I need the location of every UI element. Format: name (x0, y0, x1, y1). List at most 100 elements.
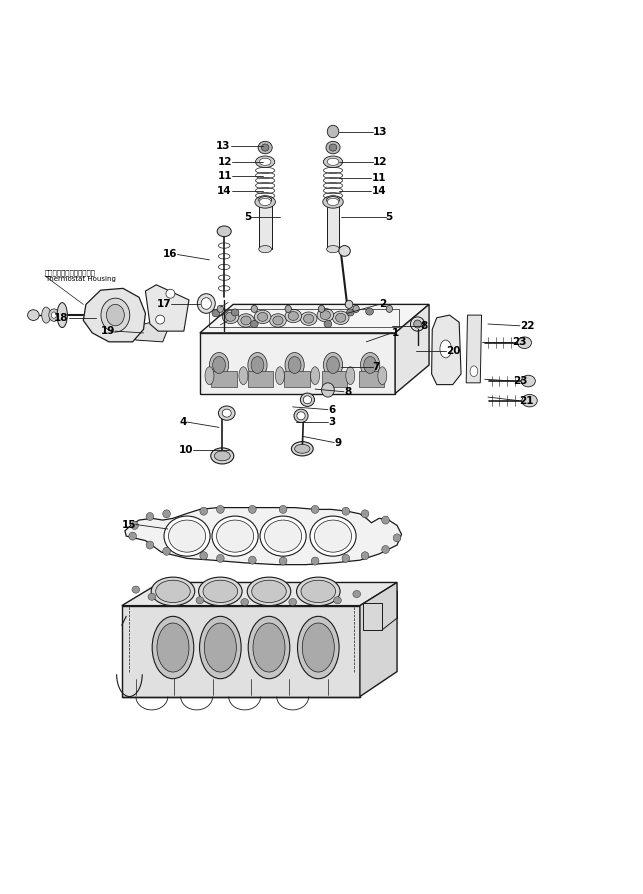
Ellipse shape (320, 310, 331, 319)
Ellipse shape (311, 557, 319, 565)
Text: 23: 23 (514, 376, 528, 386)
Ellipse shape (131, 521, 138, 529)
Text: サーモスタットハウジング: サーモスタットハウジング (45, 269, 96, 275)
Ellipse shape (217, 226, 231, 237)
Ellipse shape (196, 596, 204, 603)
Ellipse shape (342, 507, 350, 515)
Ellipse shape (301, 580, 336, 603)
Ellipse shape (199, 578, 242, 605)
Ellipse shape (250, 320, 258, 327)
Ellipse shape (345, 300, 353, 308)
Ellipse shape (332, 311, 349, 325)
Ellipse shape (339, 246, 350, 257)
Ellipse shape (238, 314, 254, 327)
Text: 2: 2 (379, 299, 386, 309)
Bar (284, 371, 310, 387)
Ellipse shape (222, 409, 231, 417)
Ellipse shape (297, 412, 305, 420)
Ellipse shape (258, 246, 271, 253)
Polygon shape (395, 304, 429, 393)
Text: 12: 12 (217, 156, 232, 167)
Ellipse shape (470, 366, 478, 376)
Text: 8: 8 (421, 321, 428, 331)
Ellipse shape (251, 357, 264, 374)
Text: 9: 9 (334, 437, 341, 448)
Bar (258, 200, 271, 249)
Ellipse shape (413, 320, 421, 328)
Polygon shape (466, 315, 482, 383)
Ellipse shape (201, 298, 212, 309)
Text: 6: 6 (328, 405, 335, 415)
Ellipse shape (317, 308, 334, 322)
Ellipse shape (217, 520, 253, 552)
Bar (212, 371, 237, 387)
Ellipse shape (106, 304, 124, 325)
Ellipse shape (214, 451, 230, 460)
Ellipse shape (327, 158, 339, 165)
Ellipse shape (200, 507, 208, 515)
Ellipse shape (151, 578, 195, 605)
Ellipse shape (248, 505, 256, 513)
Ellipse shape (248, 616, 290, 679)
Ellipse shape (210, 352, 229, 377)
Ellipse shape (518, 337, 532, 349)
Ellipse shape (311, 505, 319, 513)
Ellipse shape (28, 309, 39, 320)
Ellipse shape (146, 512, 154, 520)
Ellipse shape (327, 246, 340, 253)
Ellipse shape (303, 314, 314, 323)
Ellipse shape (322, 383, 334, 397)
Ellipse shape (364, 357, 377, 374)
Ellipse shape (310, 516, 356, 556)
Bar (210, 308, 399, 326)
Text: 18: 18 (54, 313, 69, 323)
Ellipse shape (166, 290, 175, 299)
Ellipse shape (217, 505, 224, 513)
Ellipse shape (294, 444, 310, 453)
Ellipse shape (217, 554, 224, 562)
Ellipse shape (258, 141, 272, 154)
Ellipse shape (239, 367, 248, 384)
Ellipse shape (285, 305, 291, 312)
Ellipse shape (336, 313, 346, 322)
Ellipse shape (226, 312, 236, 321)
Text: 1: 1 (392, 328, 399, 338)
Ellipse shape (275, 367, 284, 384)
Ellipse shape (311, 367, 320, 384)
Ellipse shape (323, 352, 343, 377)
Text: 16: 16 (163, 249, 177, 259)
Ellipse shape (334, 596, 341, 603)
Ellipse shape (318, 305, 325, 312)
Polygon shape (122, 583, 397, 605)
Ellipse shape (255, 156, 275, 167)
Bar (363, 603, 383, 629)
Text: 17: 17 (156, 299, 171, 308)
Bar (327, 200, 340, 249)
Ellipse shape (323, 156, 343, 167)
Text: 13: 13 (216, 140, 231, 151)
Polygon shape (200, 304, 429, 333)
Ellipse shape (327, 197, 340, 204)
Bar (359, 371, 385, 387)
Ellipse shape (288, 311, 298, 320)
Bar (322, 371, 347, 387)
Ellipse shape (291, 442, 313, 456)
Ellipse shape (164, 516, 210, 556)
Ellipse shape (302, 623, 334, 672)
Ellipse shape (300, 312, 317, 325)
Ellipse shape (251, 305, 257, 312)
Ellipse shape (303, 396, 312, 404)
Text: 5: 5 (244, 212, 251, 222)
Ellipse shape (200, 552, 208, 560)
Ellipse shape (279, 557, 287, 565)
Ellipse shape (259, 158, 271, 165)
Ellipse shape (264, 520, 302, 552)
Ellipse shape (261, 144, 269, 151)
Ellipse shape (353, 590, 361, 597)
Text: 22: 22 (520, 321, 534, 331)
Ellipse shape (257, 312, 267, 321)
Polygon shape (84, 289, 145, 342)
Ellipse shape (521, 375, 536, 387)
Ellipse shape (296, 578, 340, 605)
Ellipse shape (197, 294, 215, 313)
